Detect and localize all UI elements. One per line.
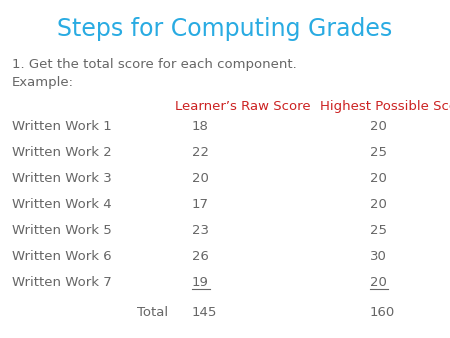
Text: 18: 18 [192,120,209,133]
Text: 22: 22 [192,146,209,159]
Text: Written Work 4: Written Work 4 [12,198,112,211]
Text: 25: 25 [370,146,387,159]
Text: 145: 145 [192,306,217,319]
Text: Highest Possible Score: Highest Possible Score [320,100,450,113]
Text: 160: 160 [370,306,395,319]
Text: 20: 20 [370,276,387,289]
Text: Written Work 3: Written Work 3 [12,172,112,185]
Text: 1. Get the total score for each component.: 1. Get the total score for each componen… [12,58,297,71]
Text: 20: 20 [370,172,387,185]
Text: 17: 17 [192,198,209,211]
Text: Written Work 5: Written Work 5 [12,224,112,237]
Text: 20: 20 [370,198,387,211]
Text: 25: 25 [370,224,387,237]
Text: Example:: Example: [12,76,74,89]
Text: 26: 26 [192,250,209,263]
Text: Written Work 7: Written Work 7 [12,276,112,289]
Text: Written Work 6: Written Work 6 [12,250,112,263]
Text: 20: 20 [192,172,209,185]
Text: 23: 23 [192,224,209,237]
Text: Learner’s Raw Score: Learner’s Raw Score [175,100,310,113]
Text: 20: 20 [370,120,387,133]
Text: Written Work 2: Written Work 2 [12,146,112,159]
Text: Total: Total [137,306,168,319]
Text: 19: 19 [192,276,209,289]
Text: Written Work 1: Written Work 1 [12,120,112,133]
Text: 30: 30 [370,250,387,263]
Text: Steps for Computing Grades: Steps for Computing Grades [58,17,392,41]
